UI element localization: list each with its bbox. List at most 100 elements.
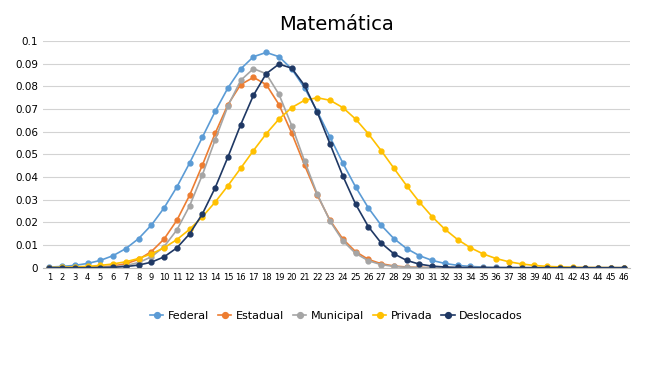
Deslocados <box>199 211 206 216</box>
Federal <box>263 50 270 55</box>
Privada <box>186 227 194 232</box>
Federal <box>122 246 130 251</box>
Federal <box>212 109 219 114</box>
Title: Matemática: Matemática <box>279 15 394 34</box>
Estadual <box>581 265 589 270</box>
Deslocados <box>454 265 462 270</box>
Deslocados <box>326 142 334 146</box>
Privada <box>250 148 257 153</box>
Estadual <box>428 265 436 270</box>
Deslocados <box>288 66 295 71</box>
Federal <box>441 261 449 266</box>
Federal <box>313 109 321 114</box>
Estadual <box>326 218 334 223</box>
Privada <box>84 264 92 269</box>
Municipal <box>364 258 372 263</box>
Privada <box>109 262 117 266</box>
Privada <box>390 166 398 171</box>
Municipal <box>556 265 564 270</box>
Municipal <box>543 265 551 270</box>
Federal <box>505 265 513 270</box>
Estadual <box>339 237 346 241</box>
Deslocados <box>186 232 194 236</box>
Estadual <box>594 265 602 270</box>
Federal <box>594 265 602 270</box>
Federal <box>402 246 410 251</box>
Estadual <box>263 82 270 87</box>
Deslocados <box>466 265 474 270</box>
Federal <box>607 265 615 270</box>
Estadual <box>569 265 577 270</box>
Deslocados <box>492 265 500 270</box>
Federal <box>237 67 244 71</box>
Privada <box>505 260 513 264</box>
Municipal <box>109 265 117 269</box>
Deslocados <box>339 173 346 178</box>
Federal <box>71 263 79 268</box>
Deslocados <box>352 202 359 206</box>
Federal <box>466 264 474 269</box>
Estadual <box>377 262 385 266</box>
Deslocados <box>173 246 181 250</box>
Deslocados <box>135 263 143 267</box>
Estadual <box>301 163 308 167</box>
Estadual <box>224 102 232 107</box>
Estadual <box>97 265 104 269</box>
Deslocados <box>313 110 321 114</box>
Deslocados <box>530 265 538 270</box>
Privada <box>224 184 232 188</box>
Estadual <box>518 265 526 270</box>
Municipal <box>339 238 346 243</box>
Deslocados <box>263 71 270 76</box>
Privada <box>173 237 181 242</box>
Estadual <box>122 262 130 266</box>
Municipal <box>97 265 104 270</box>
Federal <box>250 54 257 59</box>
Estadual <box>505 265 513 270</box>
Estadual <box>543 265 551 270</box>
Deslocados <box>160 255 168 259</box>
Privada <box>352 117 359 121</box>
Estadual <box>212 131 219 135</box>
Privada <box>594 265 602 270</box>
Estadual <box>390 263 398 268</box>
Municipal <box>186 203 194 208</box>
Deslocados <box>543 265 551 270</box>
Municipal <box>288 123 295 128</box>
Deslocados <box>364 224 372 229</box>
Privada <box>263 132 270 136</box>
Municipal <box>224 104 232 108</box>
Municipal <box>569 265 577 270</box>
Privada <box>237 166 244 171</box>
Deslocados <box>122 264 130 269</box>
Deslocados <box>250 93 257 97</box>
Estadual <box>250 75 257 80</box>
Federal <box>352 185 359 189</box>
Privada <box>275 117 283 121</box>
Federal <box>339 161 346 165</box>
Estadual <box>288 131 295 135</box>
Municipal <box>122 263 130 268</box>
Federal <box>390 236 398 241</box>
Estadual <box>148 249 155 254</box>
Deslocados <box>237 122 244 127</box>
Federal <box>569 265 577 270</box>
Deslocados <box>581 265 589 270</box>
Municipal <box>301 159 308 163</box>
Federal <box>620 265 628 270</box>
Deslocados <box>428 264 436 268</box>
Municipal <box>263 71 270 76</box>
Estadual <box>173 218 181 223</box>
Estadual <box>556 265 564 270</box>
Privada <box>556 265 564 269</box>
Estadual <box>607 265 615 270</box>
Deslocados <box>84 265 92 270</box>
Deslocados <box>479 265 487 270</box>
Privada <box>415 200 423 204</box>
Privada <box>543 264 551 269</box>
Municipal <box>505 265 513 270</box>
Deslocados <box>71 265 79 270</box>
Estadual <box>109 263 117 268</box>
Federal <box>377 223 385 227</box>
Estadual <box>466 265 474 270</box>
